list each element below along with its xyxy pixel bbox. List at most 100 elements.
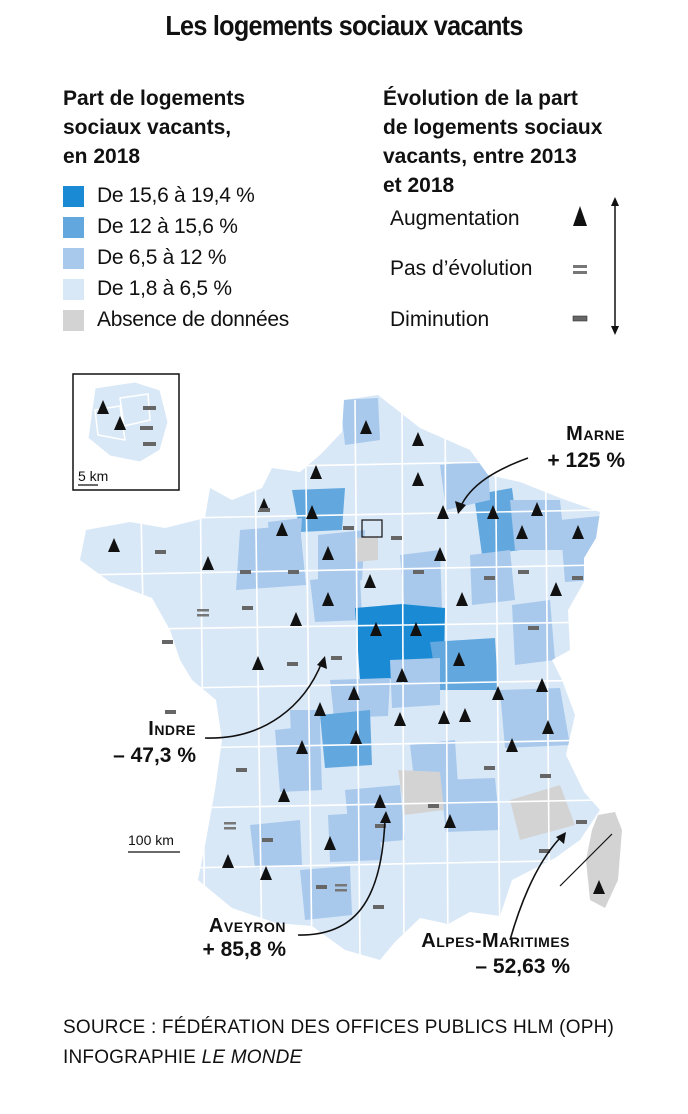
triangle-up-icon	[487, 505, 499, 519]
legend-class-label: De 12 à 15,6 %	[97, 215, 238, 238]
inset-scale-label: 5 km	[78, 468, 108, 484]
legend-swatch	[63, 278, 84, 300]
department-no-data-lozere	[398, 770, 444, 815]
indre-arrow	[204, 661, 323, 739]
paris-inset-marker	[361, 519, 383, 538]
callout-marne-name: Marne	[566, 423, 625, 445]
triangle-up-icon	[276, 522, 288, 536]
minus-icon	[576, 820, 587, 824]
triangle-up-icon	[314, 702, 326, 716]
callout-alpes-maritimes-value: – 52,63 %	[475, 955, 570, 978]
callout-indre-name: Indre	[148, 718, 196, 740]
minus-icon	[413, 570, 424, 574]
increase-markers	[108, 420, 584, 880]
department-no-data-paris-region	[356, 536, 378, 562]
legend-swatch	[63, 309, 84, 331]
triangle-up-icon	[412, 472, 424, 486]
triangle-up-icon	[370, 622, 382, 636]
share-legend-title-line: sociaux vacants,	[63, 116, 232, 139]
credit-publication: LE MONDE	[201, 1047, 303, 1068]
triangle-up-icon	[459, 708, 471, 722]
triangle-up-icon	[324, 836, 336, 850]
evolution-legend-title-line: de logements sociaux	[383, 116, 603, 139]
minus-icon	[518, 570, 529, 574]
triangle-up-icon	[278, 788, 290, 802]
minus-icon	[240, 570, 251, 574]
credit-line: INFOGRAPHIE LE MONDE	[63, 1047, 302, 1069]
legend-class-5: Absence de données	[63, 308, 289, 331]
department-nord	[340, 398, 380, 445]
triangle-up-icon	[252, 656, 264, 670]
minus-icon	[316, 885, 327, 889]
department-vaucluse	[440, 778, 500, 832]
callout-aveyron-name: Aveyron	[208, 915, 286, 937]
department-eure-et-loir	[318, 530, 365, 585]
minus-icon	[375, 824, 386, 828]
legend-class-1: De 15,6 à 19,4 %	[63, 184, 255, 207]
share-legend-title: Part de logements sociaux vacants, en 20…	[63, 84, 245, 171]
equals-icon	[335, 884, 347, 892]
marne-arrow	[459, 457, 529, 509]
triangle-up-icon	[97, 400, 109, 414]
triangle-up-icon	[360, 420, 372, 434]
department-gers	[250, 820, 302, 868]
triangle-up-icon	[516, 525, 528, 539]
equals-icon	[197, 609, 209, 617]
minus-icon	[143, 442, 156, 446]
department-no-data-alpes-maritimes-area	[510, 785, 575, 840]
minus-icon	[540, 774, 551, 778]
triangle-up-icon	[444, 814, 456, 828]
alpes-maritimes-arrow	[509, 837, 561, 941]
evolution-legend-symbols	[572, 197, 619, 335]
triangle-up-icon	[364, 574, 376, 588]
triangle-up-icon	[437, 505, 449, 519]
minus-icon	[484, 576, 495, 580]
triangle-up-icon	[456, 592, 468, 606]
department-ariege	[300, 866, 352, 920]
triangle-up-icon	[506, 738, 518, 752]
minus-icon	[259, 508, 270, 512]
department-bas-rhin	[560, 516, 600, 582]
decrease-markers	[155, 508, 587, 909]
evolution-stable-label: Pas d’évolution	[390, 257, 533, 280]
triangle-up-icon	[348, 686, 360, 700]
department-savoie	[500, 688, 570, 748]
callout-arrowheads	[317, 501, 566, 844]
minus-icon	[236, 768, 247, 772]
evolution-legend-title-line: Évolution de la part	[383, 87, 578, 110]
minus-icon	[331, 656, 342, 660]
corsica-separator	[559, 833, 613, 887]
legend-swatch	[63, 216, 84, 238]
minus-icon	[287, 662, 298, 666]
aveyron-arrow	[297, 817, 386, 936]
triangle-up-icon	[573, 206, 587, 226]
department-haute-vienne	[290, 710, 320, 760]
equals-icon	[573, 265, 587, 274]
arrowhead-icon	[556, 832, 566, 844]
triangle-up-icon	[322, 592, 334, 606]
minus-icon	[539, 849, 550, 853]
legend-class-label: De 15,6 à 19,4 %	[97, 184, 255, 207]
double-arrow-icon	[611, 197, 619, 335]
triangle-up-icon	[108, 538, 120, 552]
triangle-up-icon	[572, 525, 584, 539]
minus-icon	[165, 710, 176, 714]
equals-icon	[224, 822, 236, 830]
minus-icon	[528, 626, 539, 630]
arrowhead-icon	[380, 811, 391, 823]
triangle-up-icon	[394, 712, 406, 726]
department-doubs	[512, 600, 555, 665]
minus-icon	[140, 426, 153, 430]
department-creuse	[330, 678, 390, 718]
paris-inset: 5 km	[72, 373, 180, 491]
triangle-up-icon	[374, 794, 386, 808]
legend-swatch	[63, 185, 84, 207]
minus-icon	[242, 606, 253, 610]
minus-icon	[391, 536, 402, 540]
minus-icon	[155, 550, 166, 554]
triangle-up-icon	[114, 416, 126, 430]
triangle-up-icon	[260, 866, 272, 880]
department-seine-maritime	[292, 488, 345, 532]
callout-arrows	[204, 457, 561, 941]
evolution-increase-label: Augmentation	[390, 207, 520, 230]
